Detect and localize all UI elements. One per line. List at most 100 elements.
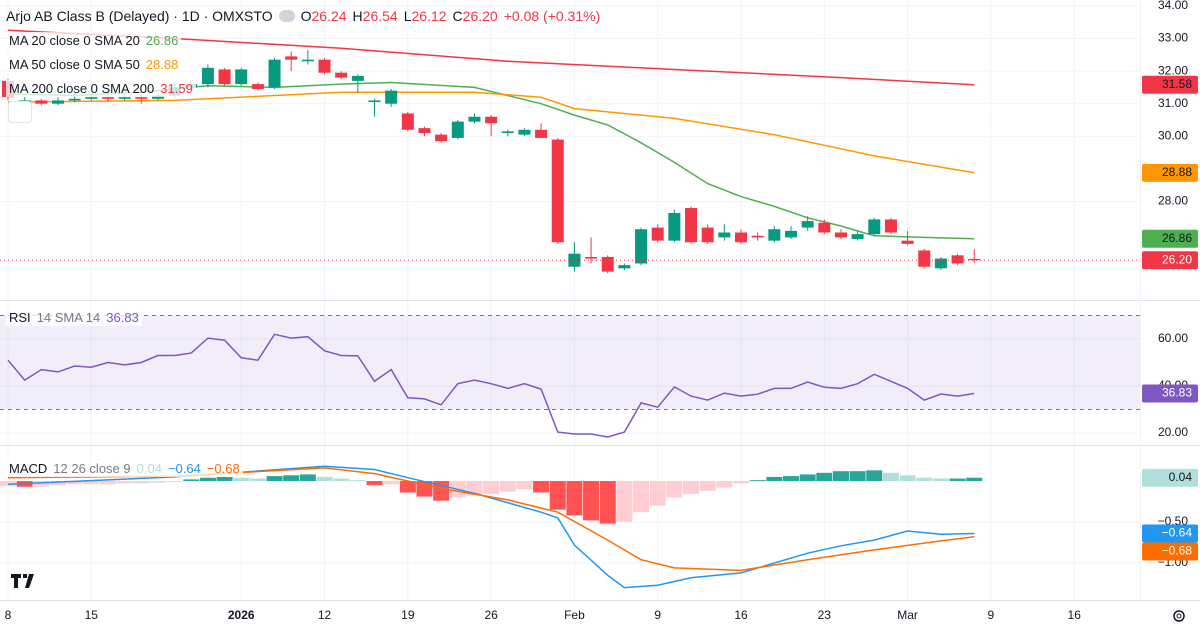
tv-logo[interactable] xyxy=(10,572,36,590)
histogram-bar xyxy=(949,478,966,482)
rsi-value: 36.83 xyxy=(106,310,139,325)
histogram-bar xyxy=(116,481,133,484)
histogram-bar xyxy=(283,475,300,482)
rsi-legend: RSI 14 SMA 14 36.83 xyxy=(6,309,142,326)
candle-body xyxy=(635,229,648,264)
ma-price-label-bg xyxy=(1142,163,1198,182)
indicator-line xyxy=(7,91,975,174)
y-tick-label: 60.00 xyxy=(1158,331,1188,345)
hist-price-label-bg xyxy=(1142,468,1198,487)
candle-body xyxy=(35,100,48,104)
ohlc-value: 26.20 xyxy=(462,8,498,24)
histogram-bar xyxy=(149,481,166,483)
histogram-bar xyxy=(249,478,266,482)
y-tick-label: 31.00 xyxy=(1158,96,1188,110)
macd-params: 12 26 close 9 xyxy=(53,461,131,476)
candle-body xyxy=(335,72,348,78)
histogram-bar xyxy=(649,481,666,506)
symbol-title: Arjo AB Class B (Delayed) · 1D · OMXSTO xyxy=(6,8,273,24)
candle-body xyxy=(585,256,598,259)
histogram-bar xyxy=(666,481,683,498)
histogram-bar xyxy=(183,479,200,482)
histogram-bar xyxy=(166,481,183,483)
candle-body xyxy=(485,116,498,124)
candle-body xyxy=(135,97,148,99)
candle-body xyxy=(518,129,531,135)
histogram-bar xyxy=(966,477,983,482)
candle-body xyxy=(151,95,164,99)
macd-price-label: −0.64 xyxy=(1162,526,1193,540)
histogram-bar xyxy=(599,481,616,524)
ohlc-item: O26.24 xyxy=(301,8,347,24)
ohlc-value: 26.54 xyxy=(362,8,398,24)
ma-price-label-bg xyxy=(1142,229,1198,248)
macd-value: −0.64 xyxy=(167,461,201,476)
ohlc-item: H26.54 xyxy=(353,8,398,24)
hist-value: 0.04 xyxy=(136,461,162,476)
collapse-button[interactable] xyxy=(8,101,32,123)
histogram-bar xyxy=(499,481,516,492)
eye-toggle[interactable] xyxy=(278,10,295,22)
histogram-bar xyxy=(766,476,783,482)
x-tick-label: 19 xyxy=(401,608,415,622)
ohlc-value: 26.12 xyxy=(411,8,447,24)
ohlc: O26.24 H26.54 L26.12 C26.20 xyxy=(301,8,498,24)
histogram-bar xyxy=(233,477,250,482)
candle-body xyxy=(351,75,364,81)
candle-body xyxy=(251,84,264,90)
candle-body xyxy=(851,234,864,240)
candle-body xyxy=(468,116,481,122)
histogram-bar xyxy=(566,481,583,516)
histogram-bar xyxy=(516,481,533,490)
histogram-bar xyxy=(99,481,116,485)
histogram-bar xyxy=(333,478,350,482)
macd-price-label-bg xyxy=(1142,524,1198,543)
y-tick-label: 34.00 xyxy=(1158,0,1188,12)
histogram-bar xyxy=(533,481,550,493)
ma-name: MA 50 close 0 SMA 50 xyxy=(9,57,140,72)
macd-price-label-bg xyxy=(1142,542,1198,561)
x-tick-label: 9 xyxy=(654,608,661,622)
histogram-bar xyxy=(66,481,83,485)
rsi-title: RSI xyxy=(9,310,31,325)
histogram-bar xyxy=(266,476,283,482)
indicator-line xyxy=(7,467,975,572)
candle-body xyxy=(285,56,298,60)
histogram-bar xyxy=(549,481,566,510)
candle-body xyxy=(868,219,881,235)
candle-body xyxy=(301,59,314,62)
candle-body xyxy=(751,235,764,238)
histogram-bar xyxy=(299,474,316,482)
candle-body xyxy=(268,59,281,88)
y-tick-label: 32.00 xyxy=(1158,63,1188,77)
candle-body xyxy=(551,139,564,243)
candle-body xyxy=(451,121,464,138)
candle-body xyxy=(385,90,398,104)
macd-title: MACD xyxy=(9,461,48,476)
ma-legend: MA 200 close 0 SMA 200 31.59 xyxy=(6,80,196,97)
symbol-legend: Arjo AB Class B (Delayed) · 1D · OMXSTO … xyxy=(6,8,600,24)
ma-value: 26.86 xyxy=(145,33,179,48)
candle-body xyxy=(818,222,831,233)
settings-gear[interactable] xyxy=(1170,607,1188,625)
x-tick-label: 16 xyxy=(734,608,748,622)
candle-body xyxy=(235,69,248,85)
x-tick-label: 2026 xyxy=(228,608,255,622)
candle-body xyxy=(418,128,431,134)
candle-body xyxy=(601,256,614,272)
y-tick-label: 20.00 xyxy=(1158,425,1188,439)
candle-body xyxy=(801,221,814,228)
candle-body xyxy=(218,69,231,85)
y-tick-label: 30.00 xyxy=(1158,128,1188,142)
histogram-bar xyxy=(316,476,333,482)
histogram-bar xyxy=(749,480,766,482)
ma-price-label-bg xyxy=(1142,75,1198,94)
histogram-bar xyxy=(583,481,600,521)
histogram-bar xyxy=(932,478,949,482)
candle-body xyxy=(934,258,947,269)
candle-body xyxy=(784,230,797,238)
histogram-bar xyxy=(916,477,933,482)
histogram-bar xyxy=(733,481,750,484)
ma-legend-bg: MA 20 close 0 SMA 20 26.86 xyxy=(6,32,182,49)
